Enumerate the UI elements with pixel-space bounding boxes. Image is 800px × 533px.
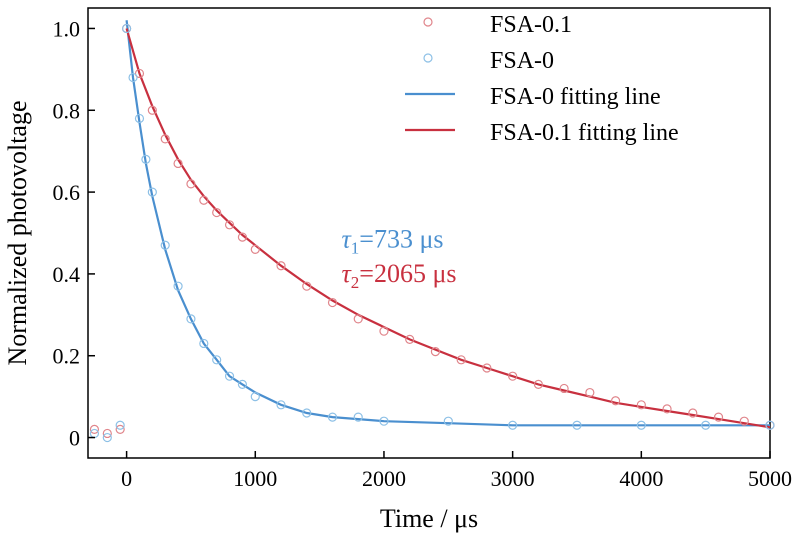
point-fsa-0-1 — [610, 396, 621, 406]
point-fsa-0 — [212, 355, 222, 365]
point-fsa-0 — [128, 72, 138, 83]
axis-ticks: 0 1000 2000 3000 4000 5000 0 0.2 0.4 0.6 0.8 1.0 — [53, 16, 793, 491]
point-fsa-0 — [353, 412, 363, 422]
tau-annotation-2: τ2=2065 μs — [341, 259, 456, 292]
point-fsa-0 — [636, 420, 646, 430]
point-fsa-0-1 — [688, 408, 698, 418]
legend-marker-fsa-0-1 — [423, 17, 433, 27]
point-fsa-0 — [102, 432, 112, 443]
point-fsa-0-1 — [186, 179, 196, 189]
x-tick-label: 0 — [121, 466, 132, 491]
legend: FSA-0.1 FSA-0 FSA-0 fitting line FSA-0.1 fi… — [405, 12, 679, 146]
point-fsa-0-1 — [533, 379, 543, 389]
point-fsa-0-1 — [405, 334, 415, 344]
point-fsa-0-1 — [134, 68, 145, 79]
tau-symbol: τ — [341, 224, 352, 253]
x-axis-title: Time / μs — [380, 504, 478, 533]
legend-label-fsa-0-fitting-line: FSA-0 fitting line — [490, 84, 661, 110]
legend-label-fsa-0-1-fitting-line: FSA-0.1 fitting line — [490, 120, 679, 146]
point-fsa-0 — [572, 420, 582, 430]
legend-marker-fsa-0 — [423, 53, 433, 63]
point-fsa-0-1 — [508, 371, 518, 381]
point-fsa-0-1 — [662, 404, 672, 414]
y-tick-label: 0 — [69, 426, 80, 451]
point-fsa-0 — [443, 416, 453, 426]
y-tick-label: 0.6 — [53, 180, 81, 205]
point-fsa-0-1 — [212, 207, 222, 218]
point-fsa-0 — [115, 420, 125, 430]
point-fsa-0 — [765, 420, 775, 430]
point-fsa-0 — [122, 23, 132, 34]
x-tick-label: 4000 — [619, 466, 663, 491]
y-tick-label: 1.0 — [53, 16, 81, 41]
point-fsa-0 — [701, 420, 711, 430]
point-fsa-0-1 — [199, 195, 209, 205]
point-fsa-0 — [302, 408, 312, 418]
point-fsa-0-1 — [160, 134, 170, 144]
point-fsa-0-1 — [482, 363, 492, 373]
point-fsa-0 — [141, 154, 151, 164]
y-axis-title: Normalized photovoltage — [3, 101, 32, 366]
tau-symbol: τ — [341, 259, 352, 288]
legend-label-fsa-0: FSA-0 — [490, 48, 554, 74]
plot-frame — [87, 7, 771, 459]
tau-subscript: 1 — [351, 238, 360, 257]
point-fsa-0-1 — [89, 424, 100, 434]
fitting-lines — [125, 20, 771, 429]
point-fsa-0 — [173, 281, 183, 291]
point-fsa-0 — [327, 412, 338, 422]
point-fsa-0 — [160, 240, 170, 250]
point-fsa-0-1 — [302, 281, 312, 291]
point-fsa-0-1 — [585, 387, 595, 398]
point-fsa-0-1 — [224, 220, 235, 230]
point-fsa-0-1 — [237, 232, 248, 242]
y-tick-label: 0.4 — [53, 262, 81, 287]
point-fsa-0 — [224, 371, 235, 381]
point-fsa-0 — [134, 113, 145, 124]
fit-line-fsa-0-fitting-line — [125, 20, 770, 427]
legend-label-fsa-0-1: FSA-0.1 — [490, 12, 572, 38]
tau-annotation-1: τ1=733 μs — [341, 224, 443, 257]
point-fsa-0 — [147, 187, 157, 197]
point-fsa-0 — [186, 314, 196, 324]
x-tick-label: 2000 — [362, 466, 406, 491]
point-fsa-0 — [199, 338, 209, 349]
y-tick-label: 0.2 — [53, 344, 81, 369]
tau-subscript: 2 — [351, 273, 360, 292]
point-fsa-0-1 — [102, 428, 112, 439]
x-tick-label: 5000 — [748, 466, 792, 491]
point-fsa-0-1 — [430, 347, 441, 357]
point-fsa-0 — [379, 416, 389, 426]
point-fsa-0-1 — [115, 424, 125, 434]
point-fsa-0-1 — [276, 261, 286, 271]
point-fsa-0-1 — [173, 158, 183, 169]
point-fsa-0-1 — [379, 326, 389, 336]
point-fsa-0-1 — [456, 355, 466, 365]
point-fsa-0 — [508, 420, 518, 430]
point-fsa-0-1 — [147, 105, 157, 115]
point-fsa-0-1 — [353, 314, 363, 324]
point-fsa-0-1 — [739, 416, 749, 426]
point-fsa-0 — [276, 400, 286, 410]
y-tick-label: 0.8 — [53, 98, 81, 123]
tau-value: =733 μs — [359, 224, 443, 253]
point-fsa-0 — [250, 392, 260, 402]
x-tick-label: 3000 — [491, 466, 535, 491]
point-fsa-0-1 — [327, 297, 338, 308]
x-tick-label: 1000 — [233, 466, 277, 491]
point-fsa-0-1 — [559, 383, 569, 394]
tau-value: =2065 μs — [359, 259, 456, 288]
point-fsa-0-1 — [636, 400, 646, 410]
point-fsa-0-1 — [713, 412, 724, 422]
point-fsa-0 — [237, 379, 248, 389]
scatter-points — [89, 23, 775, 443]
point-fsa-0-1 — [250, 244, 260, 254]
